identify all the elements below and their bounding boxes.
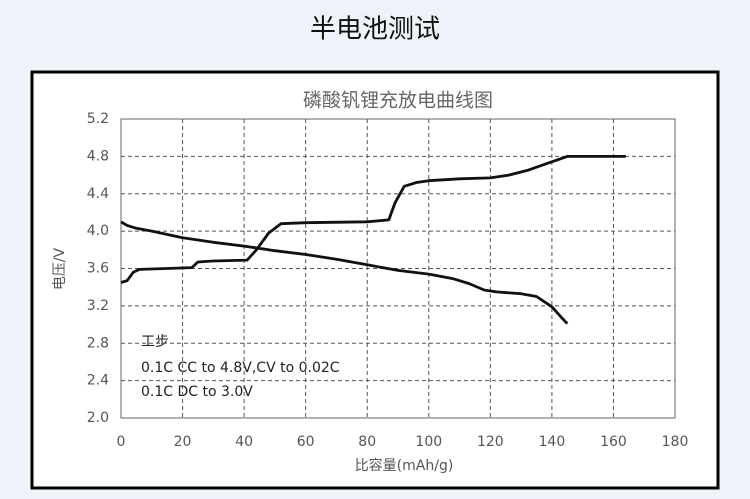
x-tick-label: 40 xyxy=(235,434,253,450)
y-tick-label: 2.4 xyxy=(87,373,109,389)
chart-title: 磷酸钒锂充放电曲线图 xyxy=(303,90,493,112)
x-tick-label: 0 xyxy=(117,434,126,450)
annotation: 0.1C DC to 3.0V xyxy=(141,384,253,400)
chart-frame xyxy=(30,70,720,490)
x-tick-label: 100 xyxy=(415,434,442,450)
y-tick-label: 3.2 xyxy=(87,298,109,314)
y-tick-label: 3.6 xyxy=(87,261,109,277)
y-axis-label: 电压/V xyxy=(52,247,68,290)
x-tick-label: 60 xyxy=(297,434,315,450)
y-tick-label: 4.8 xyxy=(87,148,109,164)
y-tick-label: 4.0 xyxy=(87,223,109,239)
x-tick-label: 160 xyxy=(600,434,627,450)
annotation: 0.1C CC to 4.8V,CV to 0.02C xyxy=(141,360,340,376)
data-line xyxy=(120,220,569,325)
x-tick-label: 180 xyxy=(662,434,689,450)
x-tick-label: 120 xyxy=(477,434,504,450)
x-tick-label: 140 xyxy=(539,434,566,450)
x-axis-label: 比容量(mAh/g) xyxy=(355,457,454,474)
page-header: 半电池测试 xyxy=(310,15,440,45)
x-tick-label: 80 xyxy=(358,434,376,450)
data-line xyxy=(120,154,626,284)
y-tick-label: 2.0 xyxy=(87,410,109,426)
y-tick-label: 5.2 xyxy=(87,111,109,127)
x-tick-label: 20 xyxy=(174,434,192,450)
annotation: 工步 xyxy=(141,334,169,350)
y-tick-label: 4.4 xyxy=(87,186,109,202)
y-tick-label: 2.8 xyxy=(87,335,109,351)
plot-border xyxy=(120,118,676,419)
